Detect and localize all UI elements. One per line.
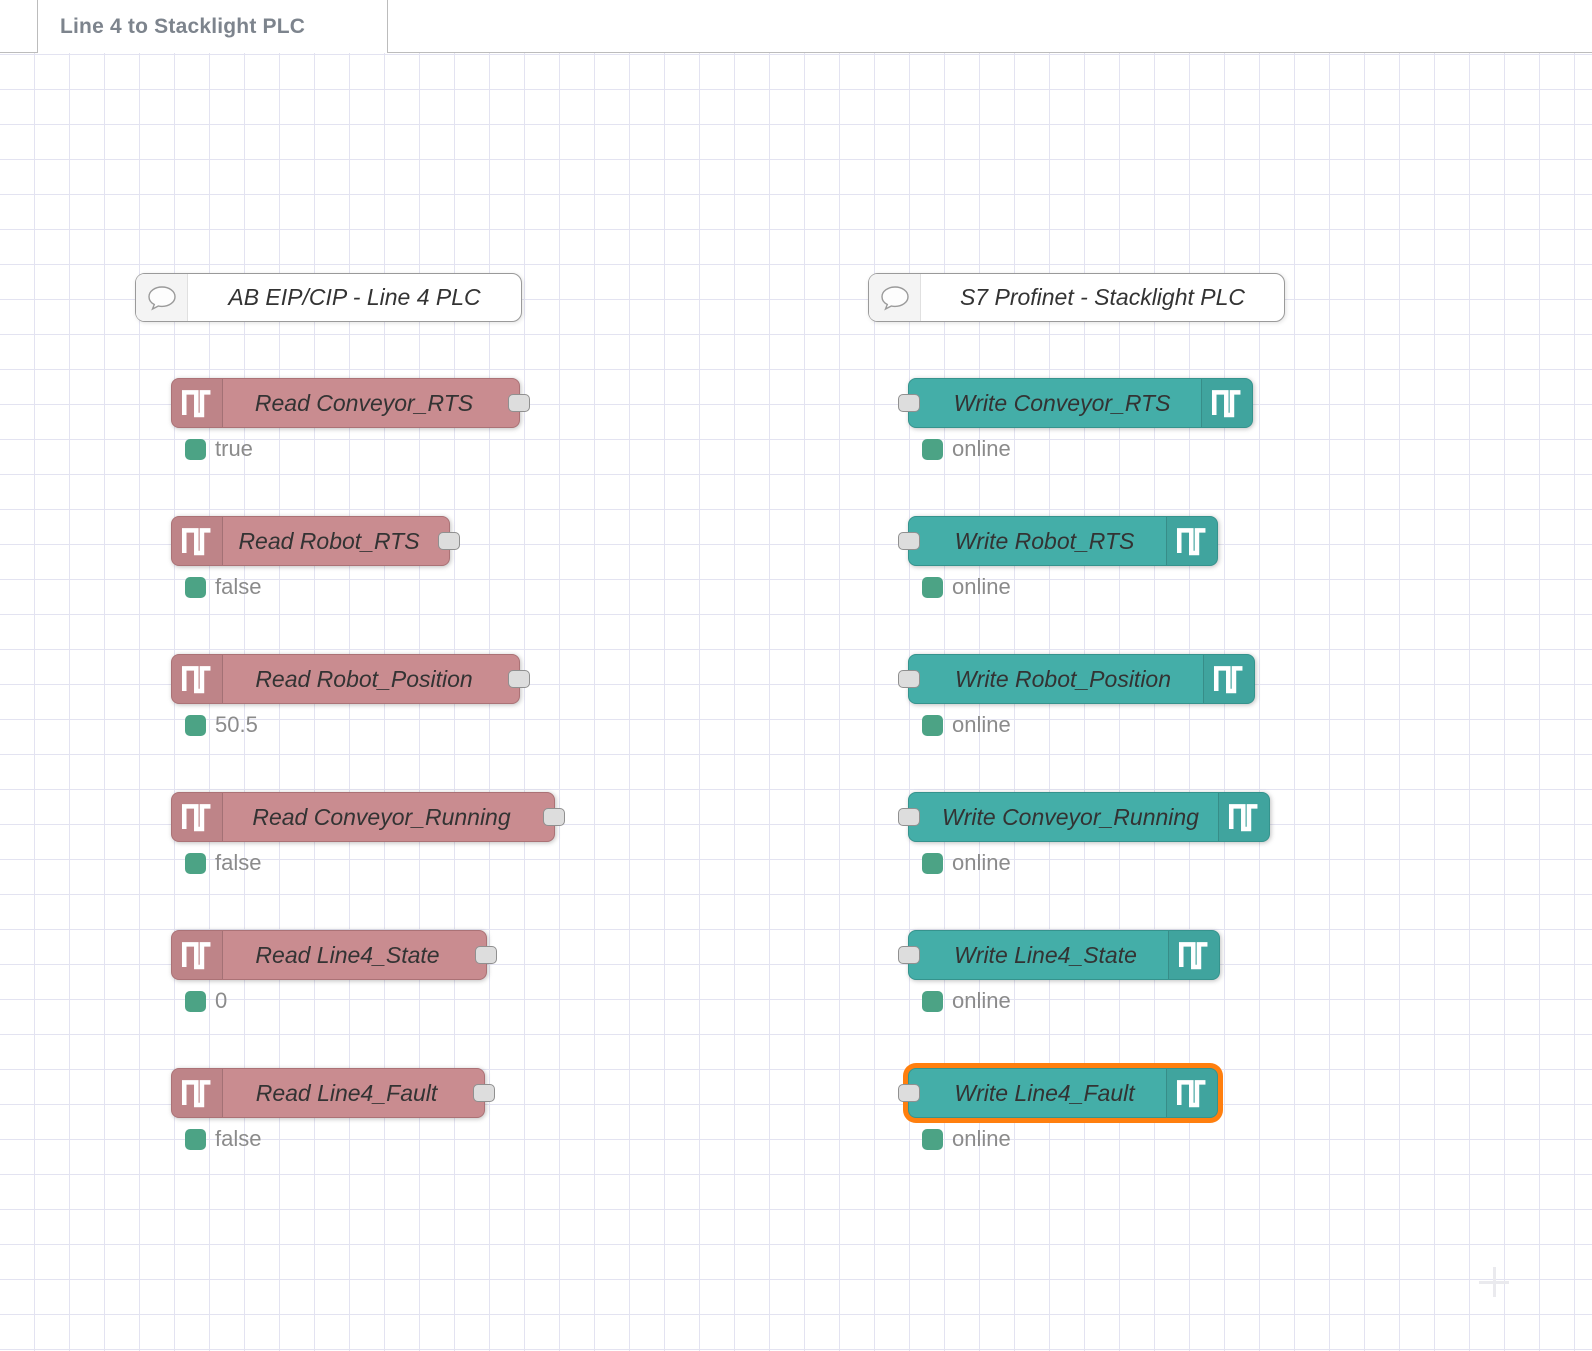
node-read-line4-state[interactable]: Read Line4_State	[171, 930, 497, 980]
node-label: Write Line4_State	[954, 941, 1137, 968]
flow-canvas[interactable]: AB EIP/CIP - Line 4 PLC S7 Profinet - St…	[0, 53, 1592, 1351]
status-text: online	[952, 574, 1011, 599]
output-port[interactable]	[508, 670, 530, 688]
status-text: false	[215, 850, 262, 875]
status-read-line4-fault: false	[185, 1126, 262, 1151]
node-label: Read Line4_Fault	[255, 1079, 438, 1106]
input-port[interactable]	[898, 1084, 920, 1102]
workspace-tab-bar: Line 4 to Stacklight PLC	[0, 0, 1592, 53]
square-wave-pulse-icon	[172, 655, 223, 703]
square-wave-pulse-icon	[1168, 931, 1219, 979]
tab-stub	[0, 0, 38, 53]
status-read-conveyor-rts: true	[185, 436, 253, 461]
node-label: Read Line4_State	[255, 941, 440, 968]
green-status-square	[922, 438, 943, 460]
green-status-square	[185, 438, 206, 460]
status-text: false	[215, 1126, 262, 1151]
tab-bar-empty-area	[388, 0, 1592, 53]
comment-node-s7-profinet[interactable]: S7 Profinet - Stacklight PLC	[868, 273, 1285, 322]
node-label: Write Conveyor_RTS	[953, 389, 1171, 416]
comment-label: S7 Profinet - Stacklight PLC	[959, 284, 1246, 310]
square-wave-pulse-icon	[1166, 517, 1217, 565]
status-write-line4-fault: online	[922, 1126, 1011, 1151]
square-wave-pulse-icon	[172, 931, 223, 979]
input-port[interactable]	[898, 670, 920, 688]
speech-bubble-icon	[869, 274, 921, 321]
green-status-square	[922, 990, 943, 1012]
node-read-conveyor-running[interactable]: Read Conveyor_Running	[171, 792, 565, 842]
tab-line4-to-stacklight-plc[interactable]: Line 4 to Stacklight PLC	[38, 0, 388, 53]
node-label: Write Robot_Position	[954, 665, 1172, 692]
output-port[interactable]	[543, 808, 565, 826]
square-wave-pulse-icon	[172, 1069, 223, 1117]
square-wave-pulse-icon	[1203, 655, 1254, 703]
input-port[interactable]	[898, 946, 920, 964]
input-port[interactable]	[898, 532, 920, 550]
node-label: Write Line4_Fault	[954, 1079, 1135, 1106]
status-write-robot-position: online	[922, 712, 1011, 737]
status-text: 50.5	[215, 712, 258, 737]
status-text: online	[952, 1126, 1011, 1151]
comment-node-ab-eip-cip[interactable]: AB EIP/CIP - Line 4 PLC	[135, 273, 522, 322]
node-write-line4-fault[interactable]: Write Line4_Fault	[898, 1068, 1218, 1118]
node-read-robot-position[interactable]: Read Robot_Position	[171, 654, 530, 704]
square-wave-pulse-icon	[172, 517, 223, 565]
node-write-line4-state[interactable]: Write Line4_State	[898, 930, 1220, 980]
output-port[interactable]	[508, 394, 530, 412]
node-label: Read Robot_RTS	[238, 527, 420, 554]
status-write-line4-state: online	[922, 988, 1011, 1013]
square-wave-pulse-icon	[1218, 793, 1269, 841]
node-read-robot-rts[interactable]: Read Robot_RTS	[171, 516, 460, 566]
node-write-robot-rts[interactable]: Write Robot_RTS	[898, 516, 1218, 566]
status-text: 0	[215, 988, 228, 1013]
tab-label: Line 4 to Stacklight PLC	[60, 14, 306, 38]
status-read-robot-rts: false	[185, 574, 262, 599]
square-wave-pulse-icon	[172, 793, 223, 841]
node-label: Read Robot_Position	[255, 665, 473, 692]
status-text: false	[215, 574, 262, 599]
node-label: Write Conveyor_Running	[942, 803, 1199, 830]
green-status-square	[922, 714, 943, 736]
node-label: Read Conveyor_Running	[252, 803, 511, 830]
status-read-robot-position: 50.5	[185, 712, 258, 737]
status-text: online	[952, 850, 1011, 875]
status-write-robot-rts: online	[922, 574, 1011, 599]
input-port[interactable]	[898, 808, 920, 826]
status-write-conveyor-rts: online	[922, 436, 1011, 461]
green-status-square	[922, 576, 943, 598]
status-read-conveyor-running: false	[185, 850, 262, 875]
status-text: true	[215, 436, 253, 461]
green-status-square	[922, 852, 943, 874]
node-write-robot-position[interactable]: Write Robot_Position	[898, 654, 1255, 704]
green-status-square	[185, 852, 206, 874]
status-text: online	[952, 712, 1011, 737]
status-text: online	[952, 988, 1011, 1013]
output-port[interactable]	[475, 946, 497, 964]
status-text: online	[952, 436, 1011, 461]
green-status-square	[185, 714, 206, 736]
green-status-square	[185, 1128, 206, 1150]
node-read-conveyor-rts[interactable]: Read Conveyor_RTS	[171, 378, 530, 428]
status-write-conveyor-running: online	[922, 850, 1011, 875]
node-label: Write Robot_RTS	[954, 527, 1135, 554]
green-status-square	[185, 576, 206, 598]
output-port[interactable]	[473, 1084, 495, 1102]
canvas-crosshair-mark	[1479, 1267, 1509, 1297]
node-read-line4-fault[interactable]: Read Line4_Fault	[171, 1068, 495, 1118]
square-wave-pulse-icon	[1201, 379, 1252, 427]
square-wave-pulse-icon	[1166, 1069, 1217, 1117]
green-status-square	[922, 1128, 943, 1150]
speech-bubble-icon	[136, 274, 188, 321]
input-port[interactable]	[898, 394, 920, 412]
comment-label: AB EIP/CIP - Line 4 PLC	[228, 284, 481, 310]
node-label: Read Conveyor_RTS	[254, 389, 474, 416]
square-wave-pulse-icon	[172, 379, 223, 427]
green-status-square	[185, 990, 206, 1012]
status-read-line4-state: 0	[185, 988, 228, 1013]
node-write-conveyor-rts[interactable]: Write Conveyor_RTS	[898, 378, 1253, 428]
node-write-conveyor-running[interactable]: Write Conveyor_Running	[898, 792, 1270, 842]
output-port[interactable]	[438, 532, 460, 550]
